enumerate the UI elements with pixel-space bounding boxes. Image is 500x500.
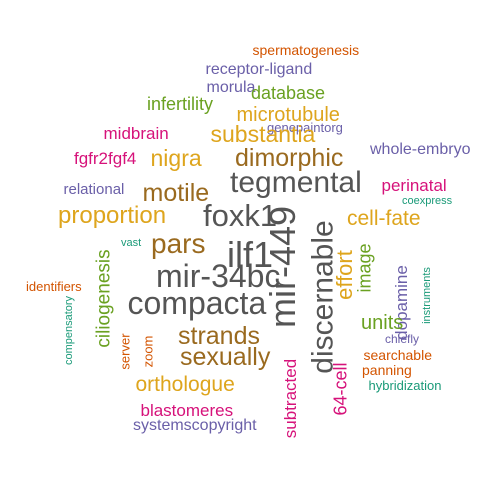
word-cell-fate: cell-fate bbox=[347, 206, 421, 230]
word-relational: relational bbox=[63, 180, 125, 198]
word-tegmental: tegmental bbox=[230, 166, 362, 199]
word-ilf1: ilf1 bbox=[227, 234, 274, 275]
word-effort: effort bbox=[331, 250, 357, 300]
word-vast: vast bbox=[121, 236, 142, 249]
word-whole-embryo: whole-embryo bbox=[370, 141, 471, 158]
word-orthologue: orthologue bbox=[135, 372, 235, 396]
word-64-cell: 64-cell bbox=[330, 362, 351, 416]
word-fgfr2fgf4: fgfr2fgf4 bbox=[74, 148, 137, 168]
word-searchable: searchable bbox=[363, 347, 433, 363]
word-sexually: sexually bbox=[180, 342, 271, 371]
word-motile: motile bbox=[142, 178, 210, 207]
word-infertility: infertility bbox=[147, 94, 214, 114]
word-subtracted: subtracted bbox=[280, 358, 300, 438]
word-units: units bbox=[361, 312, 404, 334]
word-image: image bbox=[354, 243, 375, 293]
word-nigra: nigra bbox=[150, 144, 202, 171]
word-hybridization: hybridization bbox=[368, 377, 442, 393]
word-genepaintorg: genepaintorg bbox=[267, 119, 343, 135]
word-morula: morula bbox=[206, 79, 256, 96]
word-server: server bbox=[117, 332, 133, 370]
word-substantia: substantia bbox=[210, 120, 316, 147]
word-instruments: instruments bbox=[420, 266, 433, 324]
word-systemscopyright: systemscopyright bbox=[133, 417, 257, 434]
word-strands: strands bbox=[178, 321, 260, 350]
word-chiefly: chiefly bbox=[385, 332, 420, 346]
word-blastomeres: blastomeres bbox=[140, 400, 234, 420]
word-pars: pars bbox=[151, 228, 206, 259]
word-mir-34bc: mir-34bc bbox=[156, 258, 281, 294]
word-identifiers: identifiers bbox=[26, 278, 82, 294]
word-foxk1: foxk1 bbox=[203, 197, 278, 233]
word-perinatal: perinatal bbox=[381, 175, 447, 195]
word-compensatory: compensatory bbox=[62, 295, 75, 365]
word-database: database bbox=[251, 83, 326, 103]
word-microtubule: microtubule bbox=[236, 104, 340, 126]
word-panning: panning bbox=[362, 362, 412, 378]
word-coexpress: coexpress bbox=[402, 194, 453, 207]
word-proportion: proportion bbox=[58, 202, 167, 229]
word-receptor-ligand: receptor-ligand bbox=[205, 61, 313, 78]
word-spermatogenesis: spermatogenesis bbox=[252, 42, 360, 58]
word-dimorphic: dimorphic bbox=[235, 143, 344, 172]
word-ciliogenesis: ciliogenesis bbox=[93, 248, 115, 348]
word-zoom: zoom bbox=[140, 335, 156, 367]
word-mir-449: mir-449 bbox=[262, 205, 304, 329]
word-midbrain: midbrain bbox=[103, 123, 169, 143]
word-compacta: compacta bbox=[127, 285, 267, 321]
